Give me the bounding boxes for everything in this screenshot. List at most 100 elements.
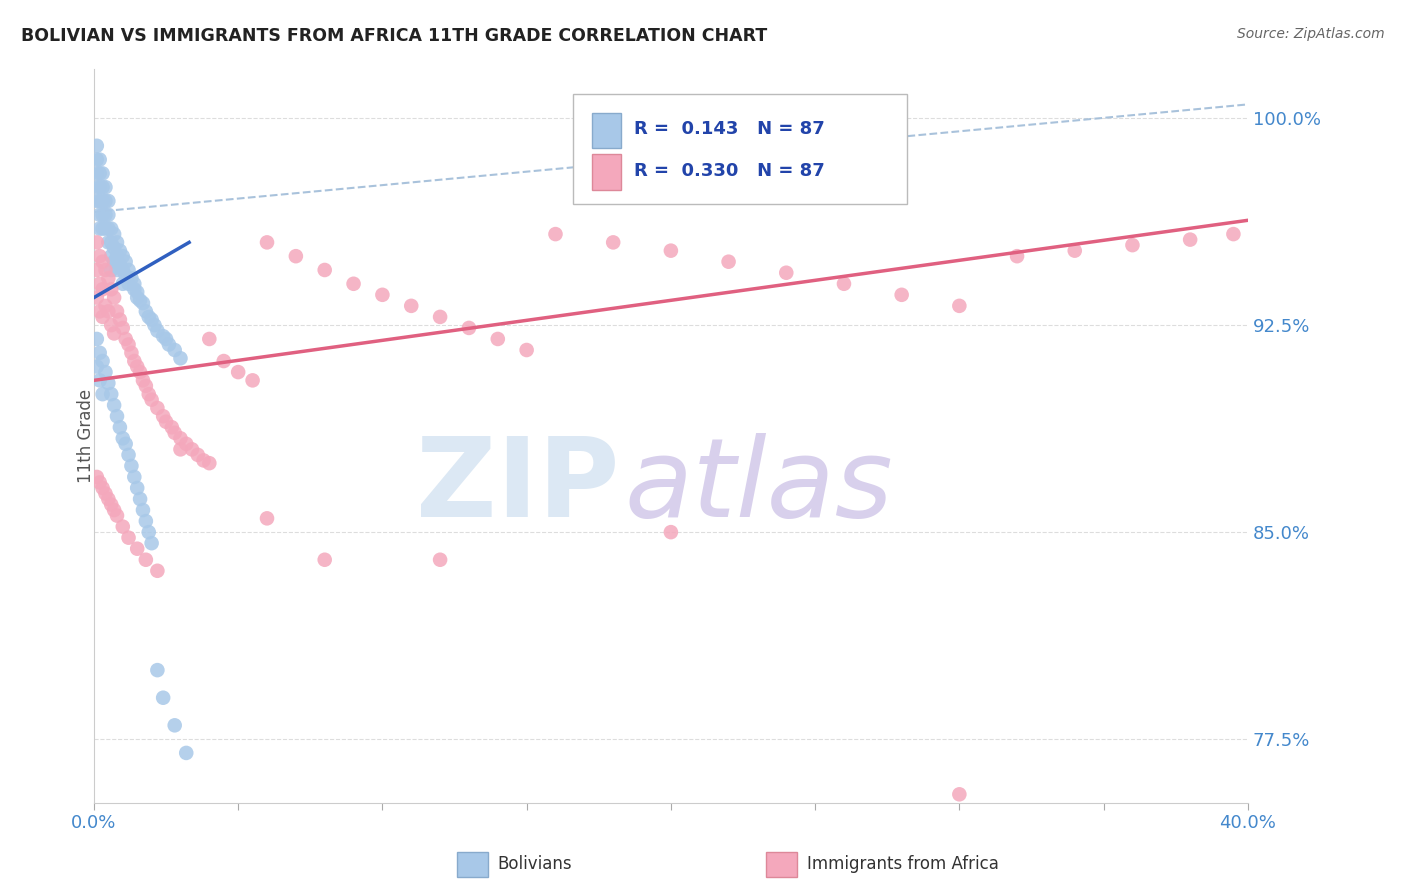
Point bbox=[399, 299, 422, 313]
Point bbox=[100, 249, 122, 263]
Point bbox=[458, 321, 481, 335]
Point bbox=[97, 194, 120, 208]
Point bbox=[105, 235, 128, 250]
Text: atlas: atlas bbox=[624, 434, 893, 541]
Point bbox=[138, 525, 160, 540]
Point bbox=[141, 312, 163, 326]
Point bbox=[163, 718, 186, 732]
Point bbox=[117, 337, 139, 351]
Point bbox=[103, 241, 125, 255]
Point bbox=[100, 263, 122, 277]
Point bbox=[129, 365, 152, 379]
Point bbox=[91, 180, 114, 194]
Point bbox=[94, 263, 117, 277]
Point bbox=[91, 221, 114, 235]
Point bbox=[89, 345, 111, 359]
Point bbox=[152, 409, 174, 424]
Point bbox=[132, 296, 155, 310]
Point bbox=[117, 263, 139, 277]
Point bbox=[163, 343, 186, 357]
Text: R =  0.143   N = 87: R = 0.143 N = 87 bbox=[634, 120, 825, 137]
Point bbox=[117, 277, 139, 291]
Point bbox=[129, 491, 152, 506]
Point bbox=[127, 291, 149, 305]
Point bbox=[141, 392, 163, 407]
Point bbox=[111, 519, 134, 533]
Point bbox=[135, 379, 157, 393]
Point bbox=[97, 208, 120, 222]
Point bbox=[91, 166, 114, 180]
Point bbox=[124, 277, 146, 291]
Point bbox=[91, 354, 114, 368]
FancyBboxPatch shape bbox=[592, 112, 621, 148]
Point bbox=[659, 244, 682, 258]
Point bbox=[1005, 249, 1028, 263]
Point bbox=[111, 321, 134, 335]
Point bbox=[127, 481, 149, 495]
Point bbox=[94, 365, 117, 379]
Point bbox=[152, 690, 174, 705]
Text: R =  0.330   N = 87: R = 0.330 N = 87 bbox=[634, 162, 825, 180]
Point bbox=[659, 525, 682, 540]
Point bbox=[111, 249, 134, 263]
Point bbox=[91, 481, 114, 495]
Point bbox=[314, 263, 336, 277]
Point bbox=[256, 235, 278, 250]
Point bbox=[135, 553, 157, 567]
Point bbox=[127, 285, 149, 299]
Point bbox=[103, 227, 125, 241]
Point bbox=[174, 437, 197, 451]
Point bbox=[86, 180, 108, 194]
Point bbox=[242, 373, 264, 387]
Text: ZIP: ZIP bbox=[416, 434, 619, 541]
Point bbox=[1178, 233, 1201, 247]
Point bbox=[146, 564, 169, 578]
Point bbox=[138, 310, 160, 324]
Point bbox=[256, 511, 278, 525]
Point bbox=[135, 304, 157, 318]
Point bbox=[117, 531, 139, 545]
Point bbox=[342, 277, 364, 291]
Point bbox=[135, 514, 157, 528]
Point bbox=[100, 318, 122, 333]
Point bbox=[114, 437, 136, 451]
Point bbox=[124, 354, 146, 368]
Point bbox=[141, 536, 163, 550]
Point bbox=[146, 401, 169, 415]
Point bbox=[108, 244, 131, 258]
Point bbox=[97, 235, 120, 250]
Point bbox=[516, 343, 538, 357]
Point bbox=[89, 194, 111, 208]
Point bbox=[544, 227, 567, 241]
Point bbox=[105, 263, 128, 277]
Point bbox=[86, 332, 108, 346]
Point bbox=[105, 304, 128, 318]
Point bbox=[111, 431, 134, 445]
Point bbox=[371, 288, 394, 302]
Point bbox=[187, 448, 209, 462]
Point bbox=[86, 166, 108, 180]
Point bbox=[1222, 227, 1244, 241]
Point bbox=[103, 291, 125, 305]
Point bbox=[143, 318, 166, 333]
Text: Source: ZipAtlas.com: Source: ZipAtlas.com bbox=[1237, 27, 1385, 41]
Point bbox=[120, 271, 142, 285]
Point bbox=[89, 373, 111, 387]
Point bbox=[86, 194, 108, 208]
Point bbox=[89, 475, 111, 490]
Point bbox=[169, 442, 191, 457]
Text: BOLIVIAN VS IMMIGRANTS FROM AFRICA 11TH GRADE CORRELATION CHART: BOLIVIAN VS IMMIGRANTS FROM AFRICA 11TH … bbox=[21, 27, 768, 45]
Text: Immigrants from Africa: Immigrants from Africa bbox=[807, 855, 998, 873]
Point bbox=[105, 249, 128, 263]
Point bbox=[91, 254, 114, 268]
Point bbox=[163, 425, 186, 440]
Point bbox=[146, 663, 169, 677]
Point bbox=[100, 221, 122, 235]
Point bbox=[111, 263, 134, 277]
Point bbox=[97, 376, 120, 391]
Point bbox=[169, 351, 191, 366]
Point bbox=[94, 486, 117, 500]
Point bbox=[105, 508, 128, 523]
Point bbox=[174, 746, 197, 760]
Point bbox=[108, 257, 131, 271]
